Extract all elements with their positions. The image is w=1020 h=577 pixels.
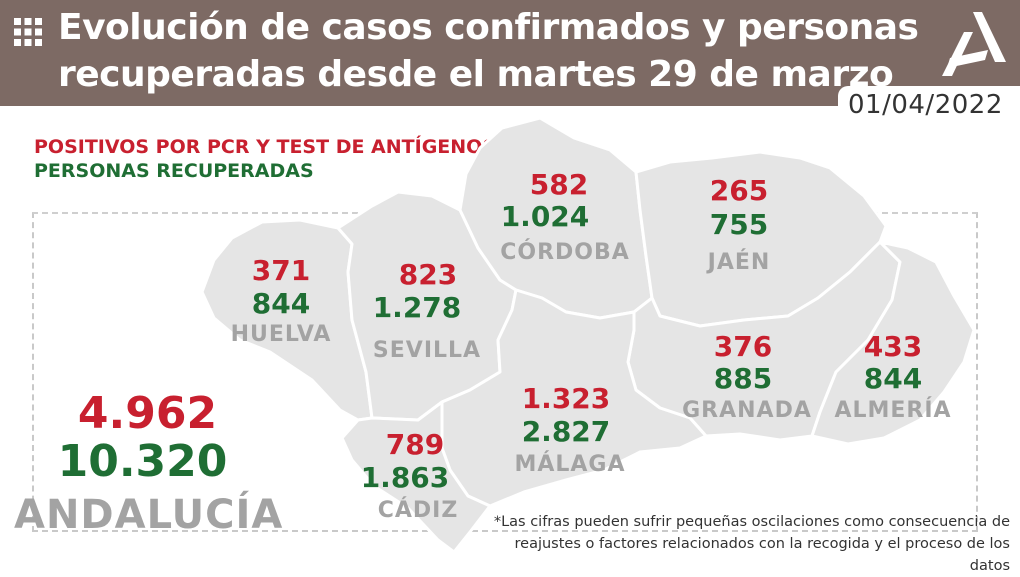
andalucia-name: ANDALUCÍA	[14, 492, 284, 538]
almeria-positives: 433	[863, 330, 923, 363]
legend-recovered: PERSONAS RECUPERADAS	[34, 160, 314, 182]
jaen-positives: 265	[709, 174, 769, 207]
sevilla-positives: 823	[398, 258, 458, 291]
footnote-line-2: reajustes o factores relacionados con la…	[514, 536, 1010, 574]
cadiz-positives: 789	[385, 428, 445, 461]
footnote-line-1: *Las cifras pueden sufrir pequeñas oscil…	[493, 514, 1010, 530]
title-line-1: Evolución de casos confirmados y persona…	[58, 7, 919, 48]
province-almeria	[810, 240, 976, 446]
page-title: Evolución de casos confirmados y persona…	[58, 4, 919, 98]
andalucia-recovered: 10.320	[57, 436, 228, 487]
junta-andalucia-logo	[942, 12, 1006, 76]
huelva-name: HUELVA	[230, 322, 332, 347]
report-date: 01/04/2022	[848, 90, 1003, 120]
title-line-2: recuperadas desde el martes 29 de marzo	[58, 54, 894, 95]
andalucia-positives: 4.962	[77, 388, 218, 439]
cadiz-name: CÁDIZ	[377, 498, 459, 523]
almeria-recovered: 844	[863, 362, 923, 395]
huelva-recovered: 844	[251, 287, 311, 320]
cordoba-name: CÓRDOBA	[500, 240, 630, 265]
malaga-recovered: 2.827	[521, 415, 611, 448]
cadiz-recovered: 1.863	[360, 461, 450, 494]
malaga-positives: 1.323	[521, 382, 611, 415]
grid-icon	[14, 18, 42, 46]
jaen-name: JAÉN	[707, 250, 771, 275]
malaga-name: MÁLAGA	[514, 452, 626, 477]
cordoba-positives: 582	[529, 168, 589, 201]
cordoba-recovered: 1.024	[500, 200, 590, 233]
almeria-name: ALMERÍA	[834, 398, 952, 423]
sevilla-recovered: 1.278	[372, 291, 462, 324]
granada-name: GRANADA	[682, 398, 812, 423]
date-box	[838, 86, 1020, 124]
jaen-recovered: 755	[709, 208, 769, 241]
sevilla-name: SEVILLA	[372, 338, 482, 363]
huelva-positives: 371	[251, 254, 311, 287]
granada-recovered: 885	[713, 362, 773, 395]
granada-positives: 376	[713, 330, 773, 363]
footnote: *Las cifras pueden sufrir pequeñas oscil…	[476, 511, 1010, 577]
legend-positives: POSITIVOS POR PCR Y TEST DE ANTÍGENOS	[34, 136, 497, 158]
province-cadiz	[340, 400, 492, 554]
province-malaga	[440, 288, 708, 508]
